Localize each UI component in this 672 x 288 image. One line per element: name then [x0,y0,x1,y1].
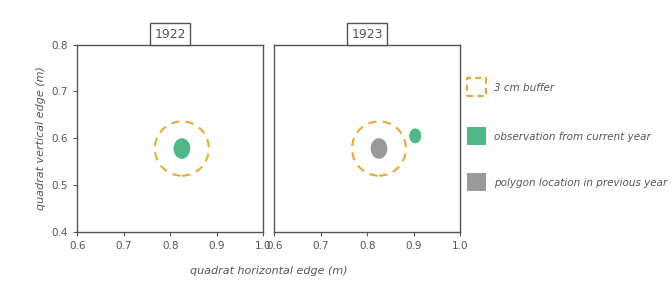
Text: observation from current year: observation from current year [494,132,650,142]
Text: quadrat horizontal edge (m): quadrat horizontal edge (m) [190,266,347,276]
Title: 1922: 1922 [155,28,186,41]
Title: 1923: 1923 [351,28,383,41]
Ellipse shape [370,138,387,159]
Ellipse shape [409,128,421,143]
Text: 3 cm buffer: 3 cm buffer [494,83,554,93]
Y-axis label: quadrat vertical edge (m): quadrat vertical edge (m) [36,66,46,210]
Text: polygon location in previous year: polygon location in previous year [494,178,667,188]
Ellipse shape [173,138,190,159]
